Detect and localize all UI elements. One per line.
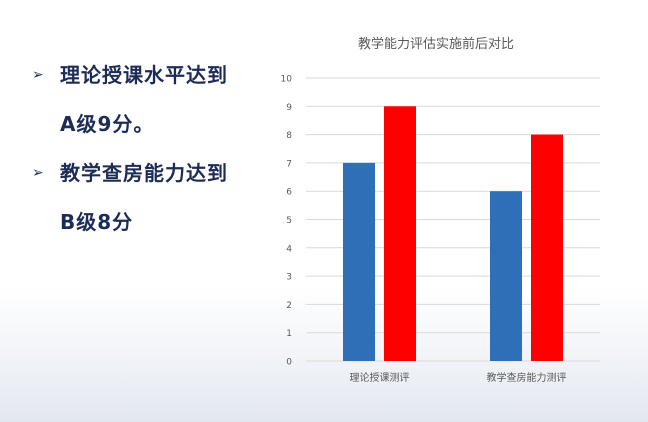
y-tick-label: 1 xyxy=(286,329,292,339)
bullet-item-1: ➢ 理论授课水平达到 xyxy=(32,60,272,109)
y-axis-ticks: 0 1 2 3 4 5 6 7 8 9 10 xyxy=(281,75,293,368)
y-tick-label: 5 xyxy=(286,216,292,226)
bullet-text: 教学查房能力达到 xyxy=(60,161,228,185)
bullet-list: ➢ 理论授课水平达到 A级9分。 ➢ 教学查房能力达到 B级8分 xyxy=(32,60,272,256)
y-tick-label: 7 xyxy=(286,159,292,169)
y-tick-label: 9 xyxy=(286,103,292,113)
bullet-item-1-continued: A级9分。 xyxy=(32,109,272,158)
y-tick-label: 10 xyxy=(281,75,293,85)
bullet-item-2-continued: B级8分 xyxy=(32,207,272,256)
y-tick-label: 4 xyxy=(286,244,292,254)
bars xyxy=(343,106,563,361)
bar-chart: 教学能力评估实施前后对比 0 1 2 3 4 5 6 7 8 9 10 理论授课测评 教学查房能力测评 xyxy=(276,20,616,400)
y-tick-label: 2 xyxy=(286,301,292,311)
bar-series-2-1 xyxy=(384,106,416,361)
bullet-text: B级8分 xyxy=(60,210,134,234)
bar-series-1-1 xyxy=(343,162,375,361)
y-tick-label: 8 xyxy=(286,131,292,141)
x-category-label: 教学查房能力测评 xyxy=(487,371,567,384)
y-tick-label: 0 xyxy=(286,358,292,368)
bar-series-1-2 xyxy=(490,191,522,361)
y-tick-label: 6 xyxy=(286,188,292,198)
x-axis-labels: 理论授课测评 教学查房能力测评 xyxy=(350,371,567,384)
arrow-bullet-icon: ➢ xyxy=(32,165,45,181)
chart-title: 教学能力评估实施前后对比 xyxy=(358,36,514,52)
bullet-text: 理论授课水平达到 xyxy=(60,63,228,87)
bullet-item-2: ➢ 教学查房能力达到 xyxy=(32,158,272,207)
x-category-label: 理论授课测评 xyxy=(350,371,410,384)
bar-series-2-2 xyxy=(531,134,563,361)
arrow-bullet-icon: ➢ xyxy=(32,67,45,83)
chart-canvas: 教学能力评估实施前后对比 0 1 2 3 4 5 6 7 8 9 10 理论授课测评 教学查房能力测评 xyxy=(281,36,600,384)
y-tick-label: 3 xyxy=(286,273,292,283)
bullet-text: A级9分。 xyxy=(60,112,155,136)
